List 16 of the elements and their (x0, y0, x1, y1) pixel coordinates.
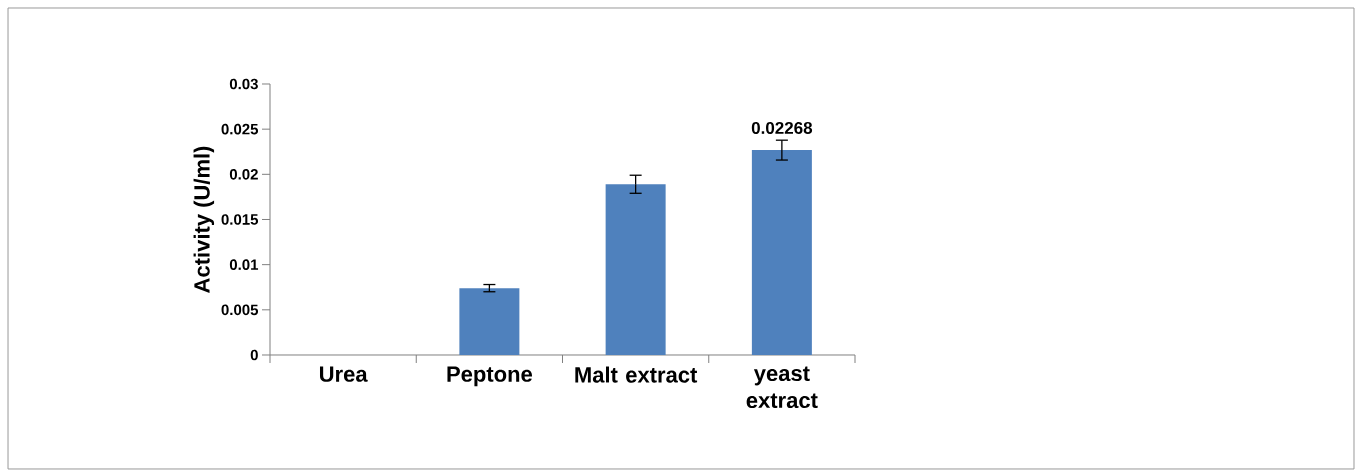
y-axis-title: Activity (U/ml) (193, 146, 215, 293)
bar (459, 288, 520, 355)
y-tick-label: 0.03 (229, 78, 258, 90)
y-tick-label: 0.005 (221, 304, 259, 316)
y-tick-label: 0 (250, 349, 258, 361)
x-tick-label: Malt extract (575, 366, 698, 383)
y-tick-label: 0.01 (229, 259, 259, 270)
data-label: 0.02268 (751, 121, 813, 134)
y-tick-label: 0.015 (221, 214, 259, 225)
y-tick-label: 0.02 (229, 169, 258, 180)
bar (751, 150, 812, 355)
bar (605, 184, 666, 355)
x-tick-label: Peptone (447, 366, 533, 387)
y-tick-label: 0.025 (221, 123, 259, 135)
x-tick-label: yeast extract (746, 366, 818, 409)
x-tick-label: Urea (319, 366, 368, 382)
